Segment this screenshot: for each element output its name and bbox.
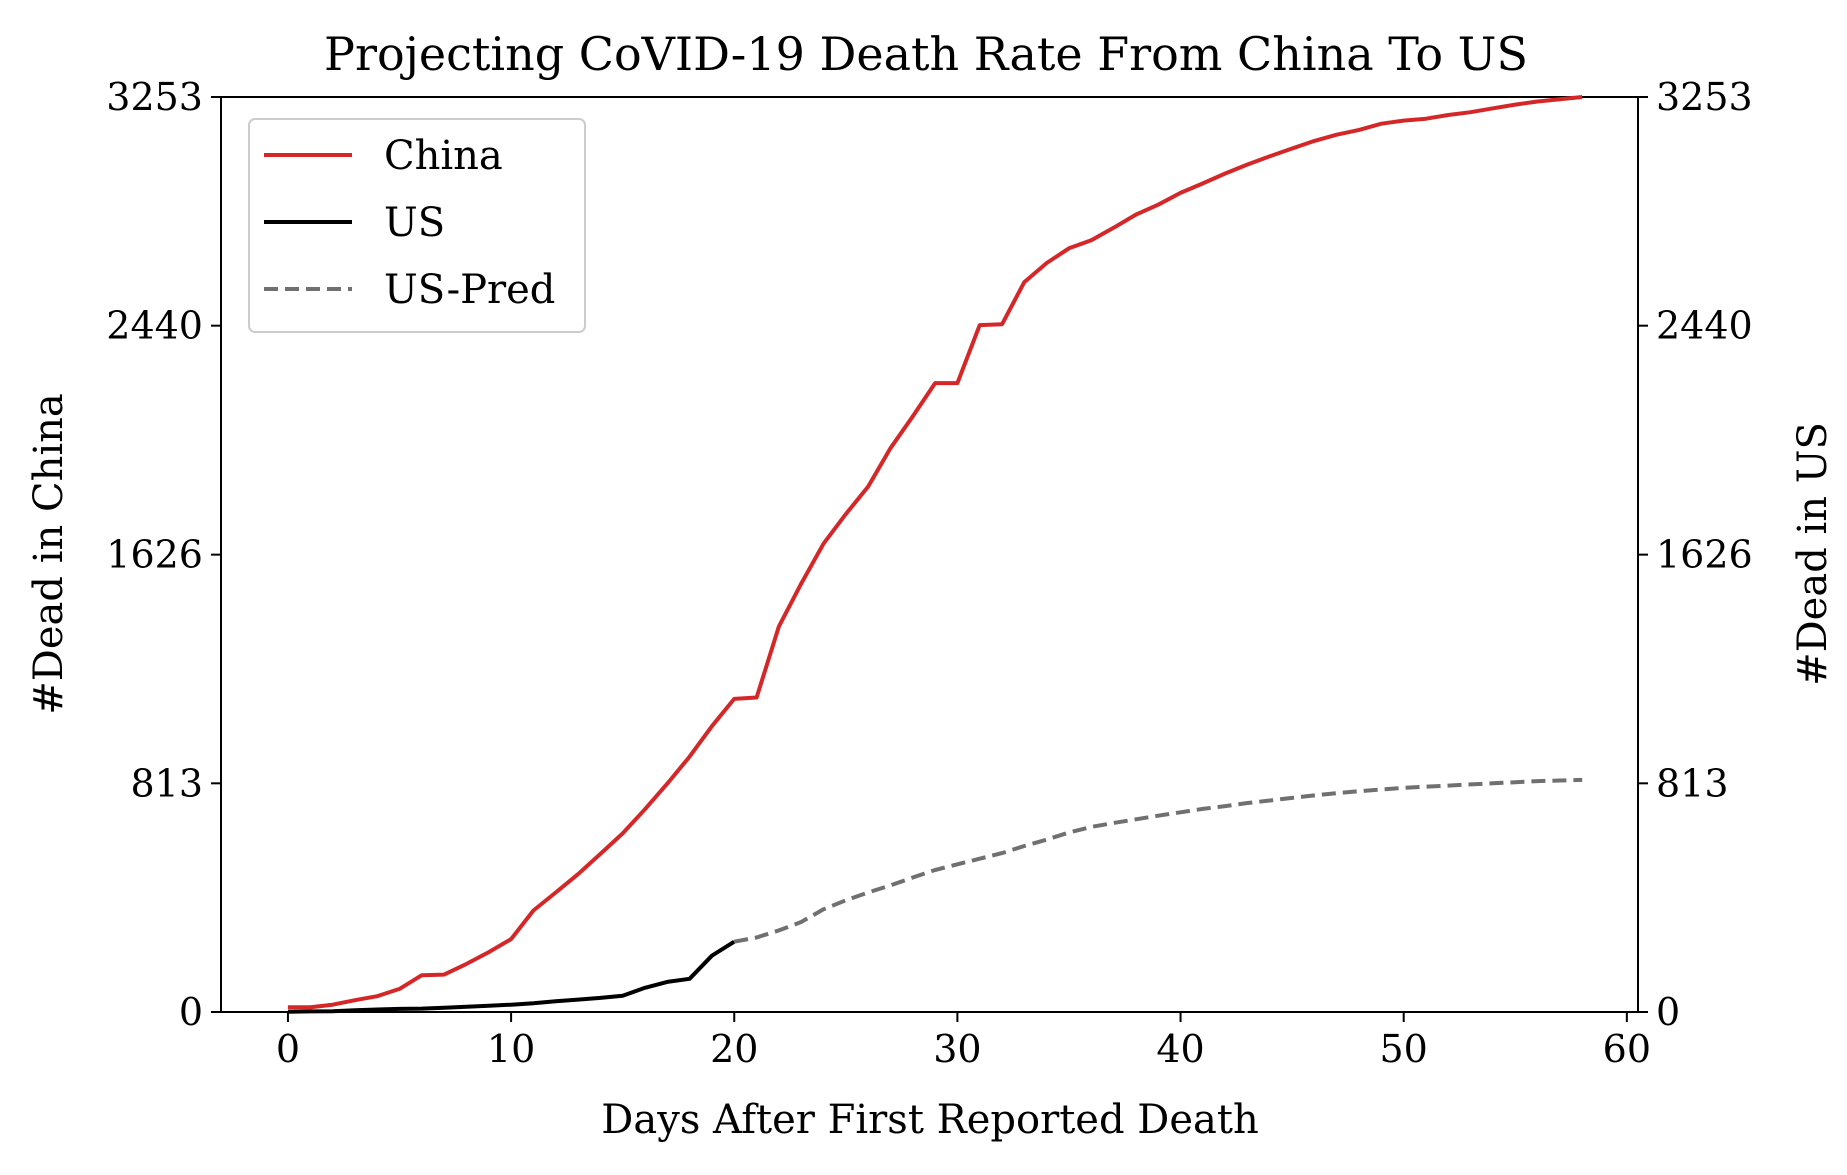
series-layer [287, 95, 1583, 1014]
x-tick-label: 20 [710, 1027, 758, 1071]
x-axis-label: Days After First Reported Death [601, 1097, 1258, 1143]
left-y-tick-label: 813 [130, 761, 203, 805]
x-axis-ticks: 0 10 20 30 40 50 60 [276, 1012, 1651, 1071]
series-line-us-pred [733, 777, 1583, 944]
right-y-tick-label: 2440 [1656, 304, 1753, 348]
right-y-axis-label: #Dead in US [1790, 422, 1836, 686]
x-tick-label: 40 [1156, 1027, 1204, 1071]
left-y-axis-ticks: 0 813 1626 2440 3253 [106, 75, 221, 1034]
x-tick-label: 50 [1380, 1027, 1428, 1071]
right-y-axis-ticks: 0 813 1626 2440 3253 [1638, 75, 1753, 1034]
x-tick-label: 10 [487, 1027, 535, 1071]
legend-label-us-pred: US-Pred [384, 267, 555, 313]
left-y-tick-label: 2440 [106, 304, 203, 348]
legend: China US US-Pred [248, 118, 586, 333]
right-y-tick-label: 813 [1656, 761, 1729, 805]
left-y-tick-label: 3253 [106, 75, 203, 119]
right-y-tick-label: 1626 [1656, 533, 1753, 577]
right-y-tick-label: 3253 [1656, 75, 1753, 119]
x-tick-label: 30 [933, 1027, 981, 1071]
chart-title: Projecting CoVID-19 Death Rate From Chin… [324, 27, 1528, 81]
x-tick-label: 60 [1603, 1027, 1651, 1071]
series-line-us [287, 940, 736, 1014]
left-y-tick-label: 1626 [106, 533, 203, 577]
series-line-china [287, 95, 1583, 1010]
left-y-tick-label: 0 [179, 990, 203, 1034]
right-y-tick-label: 0 [1656, 990, 1680, 1034]
legend-box [248, 118, 586, 333]
legend-label-us: US [384, 200, 445, 246]
x-tick-label: 0 [276, 1027, 300, 1071]
left-y-axis-label: #Dead in China [26, 393, 72, 714]
legend-label-china: China [384, 133, 503, 179]
